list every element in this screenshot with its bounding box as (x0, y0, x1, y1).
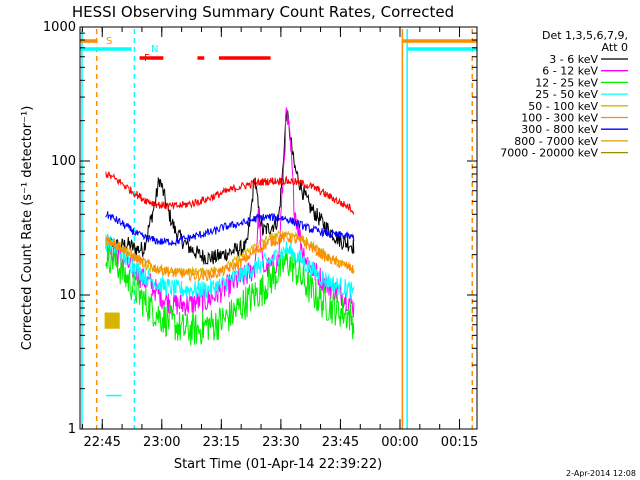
x-tick-label: 23:00 (143, 435, 180, 450)
series-line-300-800-keV (105, 211, 355, 247)
series-line-6-12-keV (105, 107, 355, 318)
x-tick-label: 23:15 (203, 435, 240, 450)
chart-title: HESSI Observing Summary Count Rates, Cor… (72, 3, 454, 21)
plot-frame (79, 26, 478, 430)
low-background-segment (104, 312, 120, 329)
axes: 1 10 100 1000 22:45 23:00 23:15 23:30 23:45 00:00… (43, 20, 478, 450)
flag-bars: S NF (80, 36, 477, 64)
legend-entry-label: 25 - 50 keV (535, 88, 598, 101)
flag-label-s: S (106, 36, 112, 47)
y-tick-label: 1 (68, 422, 76, 437)
legend-header: Att 0 (602, 41, 628, 54)
low-background-segment (106, 394, 122, 397)
series-line-12-25-keV (105, 241, 355, 346)
x-tick-label: 00:00 (381, 435, 418, 450)
legend-entry-label: 3 - 6 keV (549, 53, 598, 66)
x-axis-label: Start Time (01-Apr-14 22:39:22) (174, 457, 382, 472)
x-tick-label: 22:45 (83, 435, 120, 450)
x-tick-label: 00:15 (441, 435, 478, 450)
legend-header: Det 1,3,5,6,7,9, (542, 29, 628, 42)
legend-entry-label: 12 - 25 keV (535, 76, 598, 89)
series-line-top (105, 171, 355, 216)
y-tick-label: 100 (51, 154, 76, 169)
legend-entry-label: 6 - 12 keV (542, 65, 598, 78)
flag-label-f: F (144, 53, 150, 64)
y-tick-label: 1000 (43, 20, 76, 35)
legend-entry-label: 50 - 100 keV (528, 100, 598, 113)
flag-label-n: N (151, 44, 158, 55)
x-tick-label: 23:45 (322, 435, 359, 450)
series-lines (104, 107, 355, 397)
legend-entry-label: 300 - 800 keV (521, 123, 598, 136)
legend-entry-label: 100 - 300 keV (521, 112, 598, 125)
legend-entry-label: 7000 - 20000 keV (500, 147, 598, 160)
instrument-state-markers (81, 29, 473, 429)
y-axis-label: Corrected Count Rate (s⁻¹ detector⁻¹) (20, 106, 35, 351)
series-line-25-50-keV (105, 233, 355, 299)
x-tick-label: 23:30 (262, 435, 299, 450)
series-line-100-300-keV (105, 232, 355, 282)
legend-entry-label: 800 - 7000 keV (514, 135, 598, 148)
y-tick-label: 10 (59, 288, 76, 303)
date-stamp: 2-Apr-2014 12:08 (566, 469, 636, 478)
